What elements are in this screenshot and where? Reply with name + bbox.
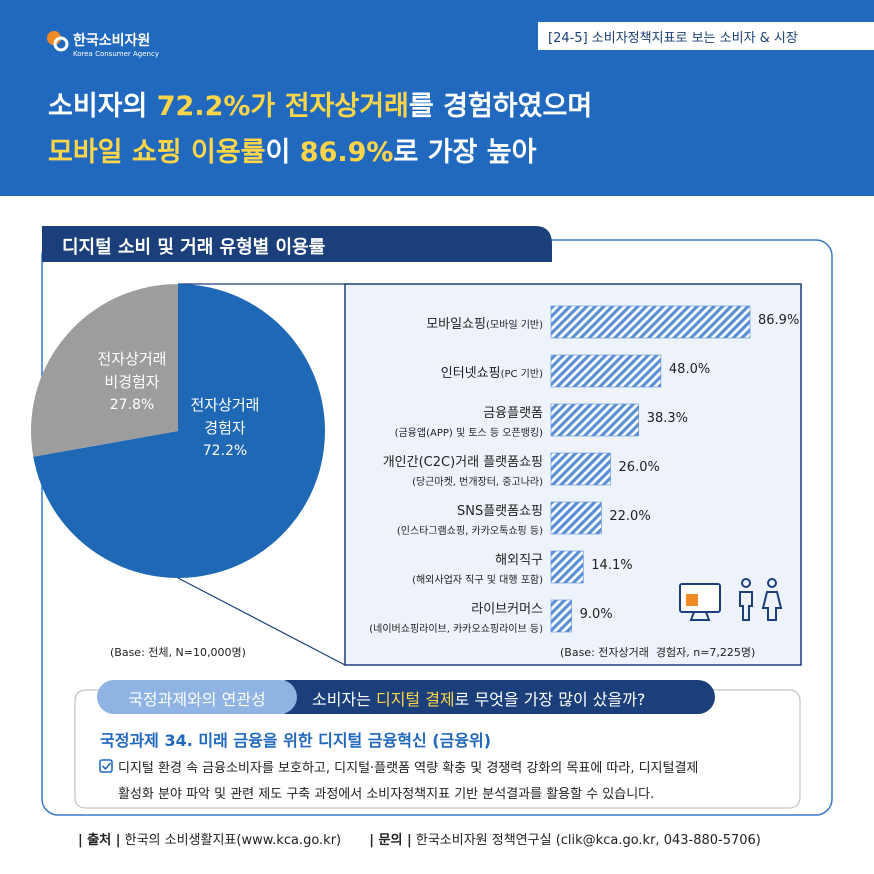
zoom-line bbox=[177, 577, 346, 666]
category-note: (금융앱(APP) 및 토스 등 오픈뱅킹) bbox=[394, 428, 543, 439]
text-segment bbox=[275, 91, 284, 122]
text-segment: 86.9% bbox=[299, 137, 394, 168]
text-segment: 소비자는 bbox=[312, 690, 376, 709]
base-note: (Base: 전체, N=10,000명) bbox=[110, 646, 246, 659]
category-name: 금융플랫폼 bbox=[483, 406, 543, 421]
category-label: 인터넷쇼핑(PC 기반) bbox=[441, 362, 543, 381]
bar bbox=[550, 354, 662, 388]
category-name: 모바일쇼핑 bbox=[426, 317, 487, 332]
category-name: 인터넷쇼핑 bbox=[440, 366, 501, 381]
text-segment: 를 경험하였으며 bbox=[408, 91, 593, 122]
question-pill bbox=[270, 680, 715, 714]
value-label: 38.3% bbox=[646, 411, 689, 426]
value-label: 9.0% bbox=[579, 607, 613, 622]
slice-name: 전자상거래 경험자 bbox=[190, 396, 260, 437]
base-note: (Base: 전자상거래 경험자, n=7,225명) bbox=[560, 646, 756, 659]
section-tab bbox=[42, 226, 552, 262]
category-label: 개인간(C2C)거래 플랫폼쇼핑 (당근마켓, 번개장터, 중고나라) bbox=[383, 451, 543, 489]
value-label: 22.0% bbox=[609, 509, 651, 524]
value-label: 48.0% bbox=[668, 362, 711, 377]
category-name: 라이브커머스 bbox=[471, 602, 543, 617]
bar bbox=[550, 599, 572, 633]
category-note: (네이버쇼핑라이브, 카카오쇼핑라이브 등) bbox=[369, 624, 543, 635]
bar bbox=[550, 550, 584, 584]
headline-line: 모바일 쇼핑 이용률이 86.9%로 가장 높아 bbox=[48, 130, 592, 176]
policy-title: 국정과제 34. 미래 금융을 위한 디지털 금융혁신 (금융위) bbox=[100, 731, 492, 750]
contact-label: | 문의 | bbox=[369, 833, 412, 848]
category-note: (PC 기반) bbox=[500, 369, 543, 380]
policy-question: 소비자는 디지털 결제로 무엇을 가장 많이 샀을까? bbox=[312, 686, 645, 710]
bar bbox=[550, 452, 611, 486]
category-label: 라이브커머스 (네이버쇼핑라이브, 카카오쇼핑라이브 등) bbox=[369, 598, 543, 636]
text-segment: 로 무엇을 가장 많이 샀을까? bbox=[454, 690, 646, 709]
value-label: 26.0% bbox=[618, 460, 660, 475]
logo-mark bbox=[47, 31, 61, 45]
logo-subtext: Korea Consumer Agency bbox=[73, 50, 159, 58]
bar bbox=[550, 403, 640, 437]
logo-mark bbox=[53, 36, 69, 52]
category-name: 개인간(C2C)거래 플랫폼쇼핑 bbox=[382, 455, 543, 470]
category-note: (당근마켓, 번개장터, 중고나라) bbox=[412, 477, 543, 488]
shopping-icon bbox=[679, 578, 783, 621]
check-icon bbox=[99, 759, 113, 773]
category-label: SNS플랫폼쇼핑 (인스타그램쇼핑, 카카오톡쇼핑 등) bbox=[397, 500, 543, 538]
bar bbox=[550, 501, 602, 535]
footer: | 출처 | 한국의 소비생활지표(www.kca.go.kr) | 문의 | … bbox=[78, 829, 761, 848]
text-segment: 모바일 쇼핑 이용률 bbox=[48, 137, 266, 168]
tag-box bbox=[538, 22, 874, 50]
category-label: 금융플랫폼 (금융앱(APP) 및 토스 등 오픈뱅킹) bbox=[395, 402, 543, 440]
tab-pill bbox=[97, 680, 297, 714]
category-label: 해외직구 (해외사업자 직구 및 대행 포함) bbox=[412, 549, 543, 587]
source-label: | 출처 | bbox=[78, 833, 121, 848]
pie-slice bbox=[31, 284, 178, 457]
policy-tab: 국정과제와의 연관성 bbox=[128, 690, 266, 709]
headline-line: 소비자의 72.2%가 전자상거래를 경험하였으며 bbox=[48, 84, 592, 130]
slice-value: 72.2% bbox=[202, 443, 248, 459]
category-name: 해외직구 bbox=[495, 553, 543, 568]
category-name: SNS플랫폼쇼핑 bbox=[456, 504, 543, 519]
slice-name: 전자상거래 비경험자 bbox=[97, 350, 167, 391]
category-note: (인스타그램쇼핑, 카카오톡쇼핑 등) bbox=[396, 526, 543, 537]
contact: 한국소비자원 정책연구실 (clik@kca.go.kr, 043-880-57… bbox=[415, 833, 761, 848]
slice-label: 전자상거래 경험자 72.2% bbox=[165, 394, 285, 463]
category-note: (해외사업자 직구 및 대행 포함) bbox=[412, 575, 543, 586]
source: 한국의 소비생활지표(www.kca.go.kr) bbox=[124, 833, 342, 848]
check-icon bbox=[101, 762, 112, 771]
value-label: 14.1% bbox=[591, 558, 633, 573]
slice-label: 전자상거래 비경험자 27.8% bbox=[72, 348, 192, 417]
text-segment: 로 가장 높아 bbox=[393, 137, 537, 168]
section-title: 디지털 소비 및 거래 유형별 이용률 bbox=[62, 237, 326, 258]
category-note: (모바일 기반) bbox=[486, 320, 543, 331]
pie-slice bbox=[33, 284, 325, 578]
text-segment: 디지털 결제 bbox=[375, 690, 455, 709]
series-tag: [24-5] 소비자정책지표로 보는 소비자 & 시장 bbox=[548, 31, 798, 46]
text-segment: 소비자의 bbox=[48, 91, 157, 122]
policy-body: 디지털 환경 속 금융소비자를 보호하고, 디지털·플랫폼 역량 확충 및 경쟁… bbox=[118, 761, 699, 802]
logo-text: 한국소비자원 bbox=[73, 33, 151, 49]
slice-value: 27.8% bbox=[109, 397, 155, 413]
text-segment: 이 bbox=[265, 137, 300, 168]
category-label: 모바일쇼핑(모바일 기반) bbox=[426, 313, 543, 332]
value-label: 86.9% bbox=[758, 313, 800, 328]
headline: 소비자의 72.2%가 전자상거래를 경험하였으며 모바일 쇼핑 이용률이 86.… bbox=[48, 84, 592, 176]
bar bbox=[550, 305, 751, 339]
text-segment: 72.2%가 bbox=[156, 91, 276, 122]
text-segment: 전자상거래 bbox=[284, 91, 409, 122]
